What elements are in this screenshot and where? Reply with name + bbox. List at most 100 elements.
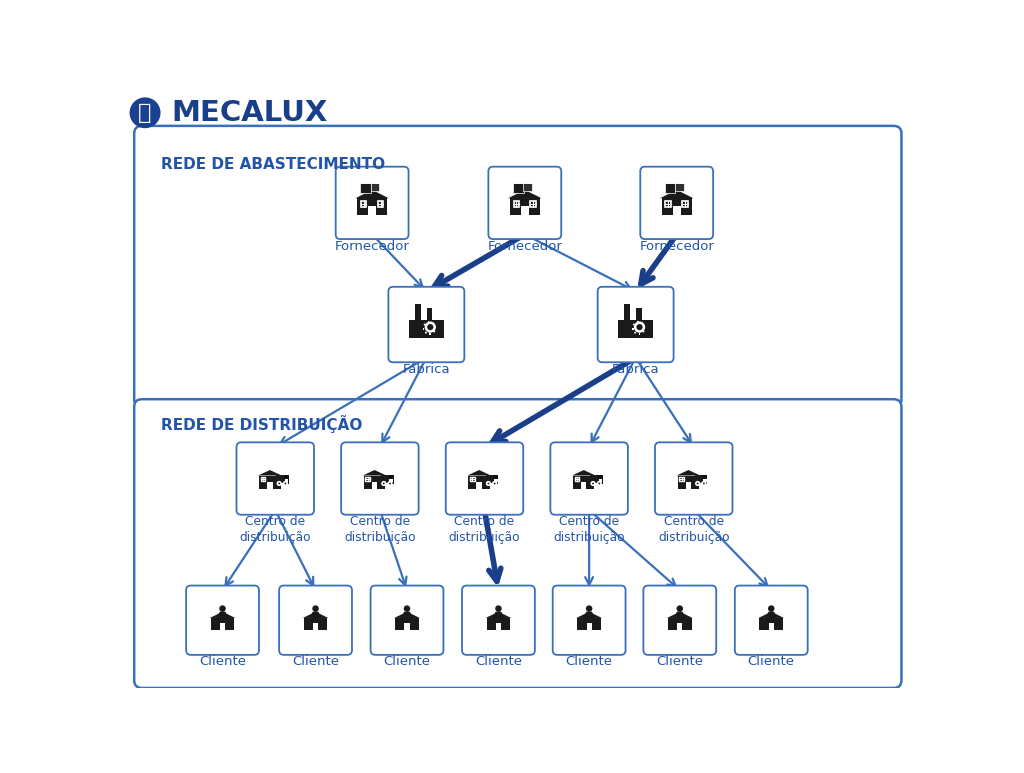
Polygon shape	[216, 611, 228, 619]
Bar	[485, 482, 499, 483]
Polygon shape	[467, 470, 490, 475]
Text: Cliente: Cliente	[292, 655, 339, 668]
Circle shape	[278, 482, 281, 485]
Circle shape	[696, 482, 699, 485]
Bar	[381, 475, 393, 482]
Bar	[468, 475, 489, 489]
Bar	[695, 475, 708, 482]
FancyBboxPatch shape	[550, 442, 628, 515]
Bar	[432, 322, 434, 325]
Circle shape	[496, 605, 502, 611]
Polygon shape	[258, 470, 282, 475]
Bar	[313, 624, 318, 629]
Circle shape	[219, 605, 226, 611]
Bar	[677, 624, 682, 629]
Polygon shape	[210, 611, 236, 618]
Bar	[633, 323, 635, 325]
Bar	[285, 478, 289, 482]
Polygon shape	[577, 611, 602, 618]
Bar	[702, 475, 708, 484]
Circle shape	[493, 482, 497, 485]
Bar	[389, 475, 393, 484]
Circle shape	[637, 324, 643, 330]
Bar	[304, 618, 328, 629]
Polygon shape	[362, 470, 386, 475]
Bar	[425, 332, 427, 334]
Bar	[427, 308, 432, 320]
Bar	[665, 183, 676, 192]
Bar	[366, 477, 370, 482]
Bar	[357, 198, 387, 216]
Bar	[360, 201, 367, 206]
Bar	[513, 183, 523, 192]
Polygon shape	[765, 611, 777, 619]
Bar	[369, 206, 376, 216]
Text: Centro de
distribuição: Centro de distribuição	[449, 515, 520, 543]
Bar	[261, 477, 265, 482]
Bar	[634, 332, 636, 334]
Bar	[521, 206, 528, 216]
Polygon shape	[400, 611, 414, 619]
Bar	[267, 482, 272, 489]
Bar	[513, 201, 519, 206]
FancyBboxPatch shape	[553, 586, 626, 655]
Bar	[404, 624, 410, 629]
Bar	[530, 201, 537, 206]
Circle shape	[586, 605, 592, 611]
Bar	[637, 322, 639, 323]
Text: Centro de
distribuição: Centro de distribuição	[553, 515, 625, 543]
Bar	[578, 618, 601, 629]
Text: Cliente: Cliente	[565, 655, 612, 668]
Bar	[433, 330, 435, 332]
Bar	[284, 475, 289, 484]
Bar	[673, 206, 681, 216]
FancyBboxPatch shape	[134, 399, 901, 688]
Bar	[642, 330, 645, 332]
FancyBboxPatch shape	[643, 586, 716, 655]
Bar	[632, 328, 634, 330]
Circle shape	[403, 605, 411, 611]
Circle shape	[427, 324, 433, 330]
Bar	[276, 482, 289, 483]
Text: ⓦ: ⓦ	[138, 103, 152, 123]
Polygon shape	[303, 611, 329, 618]
Circle shape	[284, 482, 287, 485]
Bar	[686, 482, 691, 489]
Bar	[371, 183, 379, 191]
Text: Fábrica: Fábrica	[402, 363, 451, 376]
Bar	[695, 482, 708, 483]
Bar	[591, 482, 603, 483]
Bar	[259, 475, 281, 489]
Bar	[760, 618, 783, 629]
Polygon shape	[667, 611, 692, 618]
Bar	[641, 322, 643, 325]
Bar	[470, 477, 475, 482]
FancyBboxPatch shape	[237, 442, 314, 515]
Circle shape	[634, 322, 645, 332]
Bar	[581, 482, 587, 489]
Bar	[381, 482, 393, 483]
Text: Cliente: Cliente	[384, 655, 430, 668]
Bar	[679, 477, 684, 482]
Circle shape	[486, 482, 490, 485]
Bar	[625, 304, 631, 320]
Polygon shape	[759, 611, 784, 618]
Bar	[666, 201, 671, 206]
Text: Cliente: Cliente	[656, 655, 703, 668]
Text: Fábrica: Fábrica	[611, 363, 659, 376]
Polygon shape	[677, 470, 700, 475]
FancyBboxPatch shape	[134, 126, 901, 407]
Bar	[587, 624, 592, 629]
Polygon shape	[394, 611, 420, 618]
Text: Centro de
distribuição: Centro de distribuição	[658, 515, 729, 543]
FancyBboxPatch shape	[445, 442, 523, 515]
Bar	[675, 183, 684, 191]
Bar	[668, 618, 691, 629]
Circle shape	[597, 482, 601, 485]
Text: Fornecedor: Fornecedor	[487, 240, 562, 253]
FancyBboxPatch shape	[186, 586, 259, 655]
FancyBboxPatch shape	[388, 287, 464, 363]
Bar	[644, 326, 645, 328]
Text: REDE DE DISTRIBUIÇÃO: REDE DE DISTRIBUIÇÃO	[161, 414, 361, 433]
Bar	[409, 319, 443, 338]
